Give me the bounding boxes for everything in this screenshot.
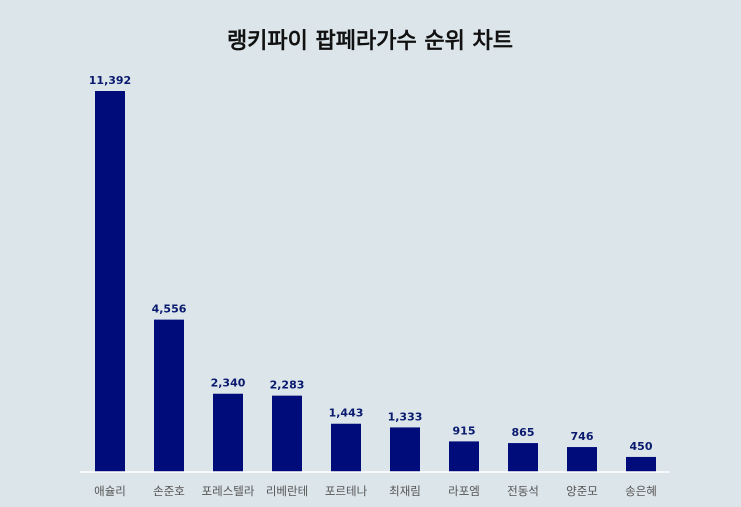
category-label-10: 송은혜: [625, 484, 657, 498]
value-label-3: 2,340: [211, 377, 246, 390]
bar-1: [95, 91, 125, 472]
value-label-5: 1,443: [329, 407, 364, 420]
bar-5: [331, 423, 361, 472]
category-label-3: 포레스텔라: [202, 484, 255, 498]
value-label-7: 915: [453, 424, 476, 437]
value-labels-group: 11,392 4,556 2,340 2,283 1,443 1,333 915 865 746…: [89, 74, 653, 453]
bar-9: [567, 447, 597, 472]
value-label-4: 2,283: [270, 379, 305, 392]
value-label-6: 1,333: [388, 410, 423, 423]
category-label-6: 최재림: [389, 484, 421, 498]
category-label-8: 전동석: [507, 484, 539, 498]
bar-6: [390, 427, 420, 472]
bar-3: [213, 393, 243, 472]
chart-title: 랭키파이 팝페라가수 순위 차트: [227, 29, 513, 54]
bar-10: [626, 456, 656, 472]
bar-2: [154, 319, 184, 472]
bar-8: [508, 443, 538, 472]
value-label-2: 4,556: [152, 303, 187, 316]
category-labels-group: 애슐리 손준호 포레스텔라 리베란테 포르테나 최재림 라포엠 전동석 양준모 송은혜: [94, 484, 657, 498]
value-label-9: 746: [571, 430, 594, 443]
category-label-5: 포르테나: [325, 484, 368, 498]
bars-group: [95, 91, 656, 472]
category-label-9: 양준모: [566, 484, 598, 498]
category-label-7: 라포엠: [448, 484, 480, 498]
bar-4: [272, 395, 302, 472]
bar-7: [449, 441, 479, 472]
category-label-4: 리베란테: [266, 484, 308, 498]
value-label-8: 865: [512, 426, 535, 439]
category-label-1: 애슐리: [94, 484, 126, 498]
value-label-1: 11,392: [89, 74, 131, 87]
value-label-10: 450: [630, 440, 653, 453]
category-label-2: 손준호: [153, 484, 185, 498]
